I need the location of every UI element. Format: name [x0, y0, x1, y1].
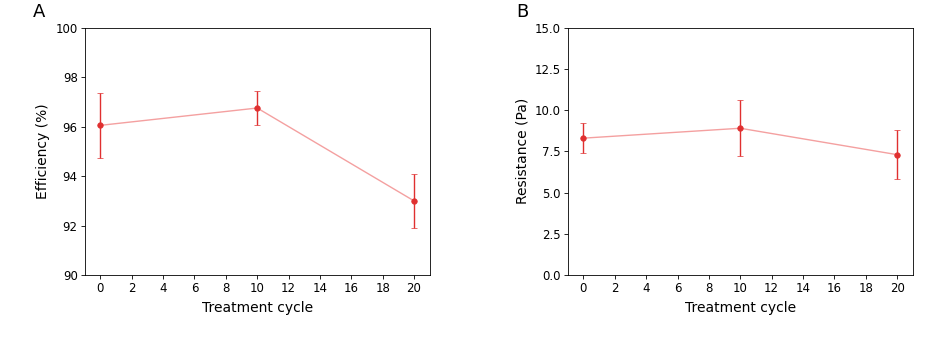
X-axis label: Treatment cycle: Treatment cycle [685, 301, 796, 315]
Text: B: B [516, 3, 528, 21]
Text: A: A [33, 3, 45, 21]
X-axis label: Treatment cycle: Treatment cycle [201, 301, 312, 315]
Y-axis label: Resistance (Pa): Resistance (Pa) [515, 98, 529, 204]
Y-axis label: Efficiency (%): Efficiency (%) [36, 104, 50, 199]
